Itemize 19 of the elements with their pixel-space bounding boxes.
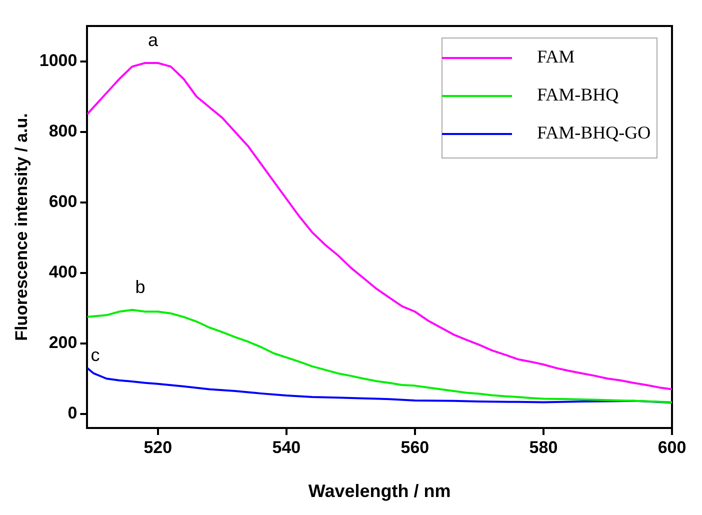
legend-label: FAM-BHQ bbox=[537, 84, 619, 105]
y-tick-label: 400 bbox=[48, 262, 78, 282]
y-tick-label: 0 bbox=[68, 404, 78, 423]
annotation: b bbox=[135, 276, 146, 297]
y-tick-label: 600 bbox=[48, 192, 78, 212]
annotation: a bbox=[148, 30, 160, 50]
legend-label: FAM-BHQ-GO bbox=[537, 122, 651, 143]
y-tick-label: 200 bbox=[48, 333, 78, 352]
x-axis-title: Wavelength / nm bbox=[308, 481, 451, 502]
y-tick-label: 800 bbox=[48, 121, 78, 140]
x-tick-label: 560 bbox=[400, 438, 430, 457]
legend-label: FAM bbox=[537, 46, 575, 67]
x-tick-label: 600 bbox=[658, 438, 686, 457]
x-tick-label: 580 bbox=[529, 438, 558, 457]
y-axis-title: Fluorescence intensity / a.u. bbox=[12, 113, 31, 341]
x-tick-label: 540 bbox=[272, 438, 301, 457]
annotation: c bbox=[90, 345, 100, 366]
y-tick-label: 1000 bbox=[39, 50, 78, 70]
x-tick-label: 520 bbox=[144, 438, 172, 457]
